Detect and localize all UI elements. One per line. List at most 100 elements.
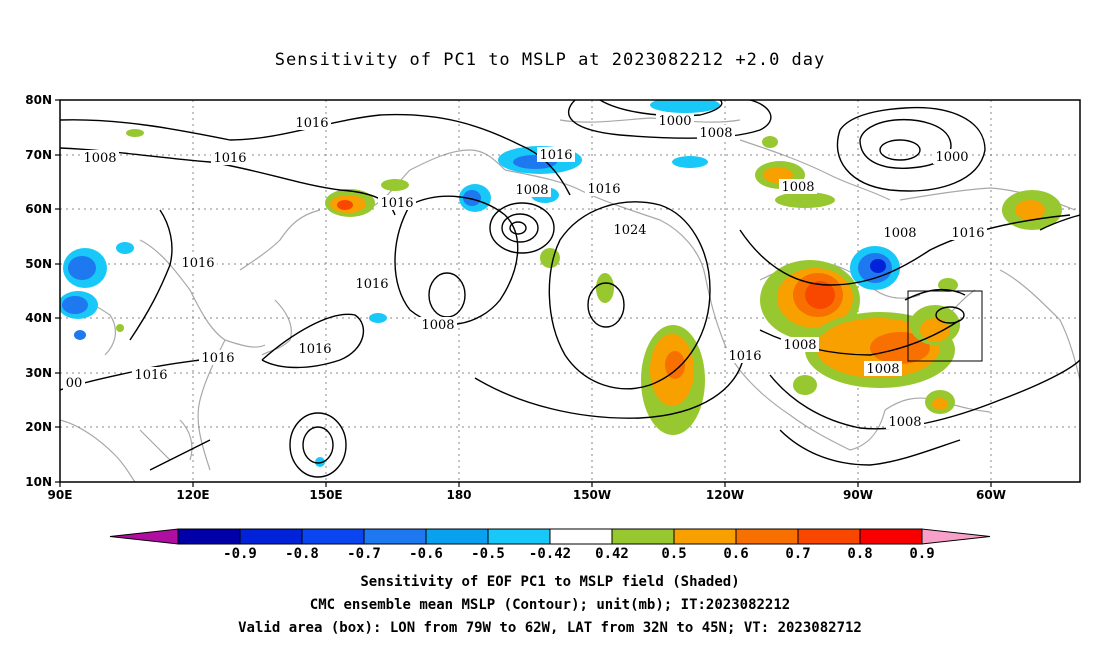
- contour-label-bg: [353, 276, 391, 291]
- colorbar-label: -0.9: [223, 546, 257, 562]
- contour-label: 1008: [699, 126, 732, 141]
- colorbar-high-arrow: [921, 528, 991, 545]
- contour-labels: 1016 1008 1016 1000 1008 1016 1000 1008 1016 1016…: [63, 113, 987, 430]
- contour-label: 1016: [134, 368, 167, 383]
- negative-blob: [369, 313, 387, 323]
- colorbar-segment: [673, 528, 737, 545]
- colorbar-low-arrow: [109, 528, 179, 545]
- contour-label-bg: [179, 255, 217, 270]
- caption-shaded: Sensitivity of EOF PC1 to MSLP field (Sh…: [360, 574, 740, 590]
- positive-blob: [665, 351, 685, 379]
- contour-label-bg: [697, 125, 735, 140]
- colorbar-label: 0.7: [785, 546, 810, 562]
- contour-label-bg: [211, 150, 249, 165]
- colorbar-segment: [363, 528, 427, 545]
- positive-blob: [540, 248, 560, 268]
- contour-label-bg: [293, 115, 331, 130]
- lon-axis: 90E 120E 150E 180 150W 120W 90W 60W: [48, 482, 1006, 502]
- colorbar-label: -0.5: [471, 546, 505, 562]
- positive-blob: [596, 273, 614, 303]
- contour-label: 00: [66, 376, 83, 391]
- contour-label-bg: [199, 350, 237, 365]
- colorbar-label: 0.5: [661, 546, 686, 562]
- contour-label: 1016: [355, 277, 388, 292]
- caption-contour: CMC ensemble mean MSLP (Contour); unit(m…: [309, 597, 791, 613]
- negative-blob: [68, 256, 96, 280]
- lat-label: 10N: [25, 475, 52, 489]
- colorbar-segment: [425, 528, 489, 545]
- colorbar-label: -0.6: [409, 546, 443, 562]
- positive-blob: [938, 278, 958, 292]
- sensitivity-shading: [60, 100, 1062, 467]
- positive-blob: [932, 398, 948, 410]
- contour-label: 1008: [83, 151, 116, 166]
- contour-label: 1016: [295, 116, 328, 131]
- lon-label: 120E: [176, 488, 209, 502]
- caption-valid-area: Valid area (box): LON from 79W to 62W, L…: [238, 620, 862, 636]
- lat-label: 50N: [25, 257, 52, 271]
- contour-label-bg: [949, 225, 987, 240]
- lon-label: 150W: [573, 488, 611, 502]
- colorbar-segment: [797, 528, 861, 545]
- contour-label: 1016: [181, 256, 214, 271]
- colorbar-segment: [611, 528, 675, 545]
- positive-blob: [1015, 200, 1045, 220]
- contour-label: 1016: [380, 196, 413, 211]
- lon-label: 90W: [843, 488, 873, 502]
- contour-label: 1008: [515, 183, 548, 198]
- positive-blob: [116, 324, 124, 332]
- contour-label: 1008: [888, 415, 921, 430]
- positive-blob: [793, 375, 817, 395]
- contour-label-bg: [933, 149, 971, 164]
- negative-blob: [672, 156, 708, 168]
- contour-label-bg: [779, 179, 817, 194]
- colorbar-label: 0.8: [847, 546, 872, 562]
- positive-blob: [805, 281, 835, 309]
- contour-label: 1000: [935, 150, 968, 165]
- negative-blob: [116, 242, 134, 254]
- contour-label: 1008: [781, 180, 814, 195]
- contour-label-bg: [296, 341, 334, 356]
- contour-label-bg: [864, 361, 902, 376]
- colorbar-label: -0.42: [529, 546, 571, 562]
- contour-label-bg: [63, 375, 85, 390]
- colorbar-segment: [859, 528, 923, 545]
- contour-label-bg: [881, 225, 919, 240]
- contour-label: 1016: [201, 351, 234, 366]
- colorbar-segment: [549, 528, 613, 545]
- positive-blob: [775, 192, 835, 208]
- lon-label: 150E: [309, 488, 342, 502]
- contour-label: 1016: [298, 342, 331, 357]
- figure-title: Sensitivity of PC1 to MSLP at 2023082212…: [274, 50, 826, 70]
- positive-blob: [126, 129, 144, 137]
- colorbar-segment: [239, 528, 303, 545]
- lat-axis: 80N 70N 60N 50N 40N 30N 20N 10N: [25, 93, 60, 489]
- contour-label-bg: [656, 113, 694, 128]
- colorbar-segment: [177, 528, 241, 545]
- negative-blob: [650, 100, 720, 113]
- lat-label: 20N: [25, 420, 52, 434]
- contour-label-bg: [513, 182, 551, 197]
- contour-label-bg: [726, 348, 764, 363]
- lat-label: 60N: [25, 202, 52, 216]
- contour-label: 1016: [951, 226, 984, 241]
- colorbar-segment: [301, 528, 365, 545]
- lon-label: 120W: [706, 488, 744, 502]
- contour-label: 1016: [587, 182, 620, 197]
- contour-label: 1024: [613, 223, 646, 238]
- contour-label: 1008: [421, 318, 454, 333]
- lon-label: 180: [446, 488, 471, 502]
- contour-label: 1008: [866, 362, 899, 377]
- positive-blob: [920, 318, 950, 342]
- negative-blob: [870, 259, 886, 273]
- valid-area-box: [907, 290, 983, 362]
- colorbar-label: -0.8: [285, 546, 319, 562]
- lon-label: 60W: [976, 488, 1006, 502]
- colorbar-label: 0.42: [595, 546, 629, 562]
- negative-blob: [74, 330, 86, 340]
- lat-label: 30N: [25, 366, 52, 380]
- contour-label: 1008: [883, 226, 916, 241]
- colorbar-segment: [735, 528, 799, 545]
- colorbar-segment: [487, 528, 551, 545]
